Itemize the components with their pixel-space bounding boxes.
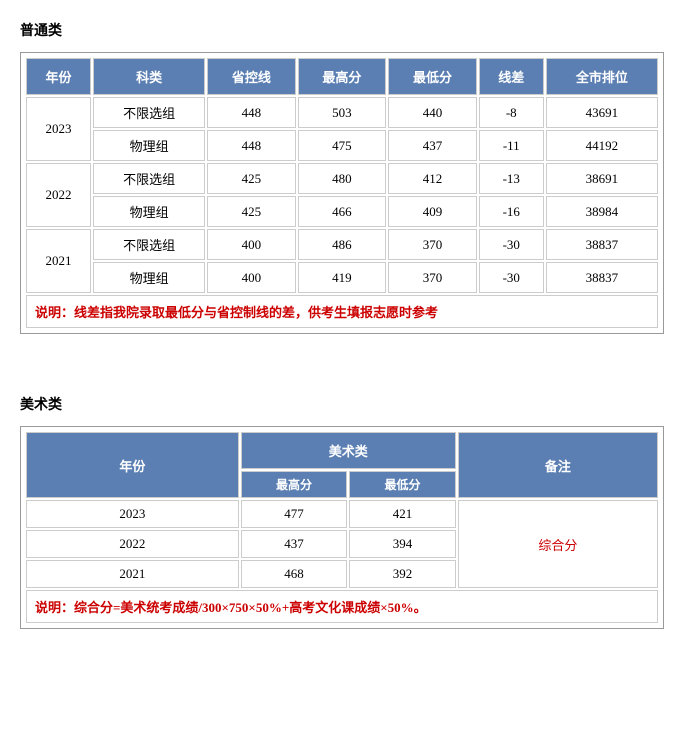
cell-max: 468 [241,560,347,588]
cell-year: 2021 [26,560,239,588]
cell-remark: 综合分 [458,500,658,588]
cell-year: 2022 [26,163,91,227]
cell-max: 486 [298,229,387,260]
cell-subject: 不限选组 [93,229,205,260]
header-year: 年份 [26,58,91,95]
cell-subject: 物理组 [93,262,205,293]
cell-rank: 43691 [546,97,658,128]
table-1-header-row: 年份 科类 省控线 最高分 最低分 线差 全市排位 [26,58,658,95]
table-2-wrapper: 年份 美术类 备注 最高分 最低分 2023477421综合分202243739… [20,426,664,629]
cell-max: 437 [241,530,347,558]
cell-year: 2023 [26,97,91,161]
table-row: 物理组400419370-3038837 [26,262,658,293]
note-row: 说明：线差指我院录取最低分与省控制线的差，供考生填报志愿时参考 [26,295,658,328]
cell-rank: 38984 [546,196,658,227]
section-1: 普通类 年份 科类 省控线 最高分 最低分 线差 全市排位 2023不限选组44… [20,20,664,334]
cell-min: 412 [388,163,477,194]
header-diff: 线差 [479,58,544,95]
cell-provincial_line: 425 [207,196,296,227]
cell-min: 370 [388,229,477,260]
cell-diff: -13 [479,163,544,194]
cell-min: 370 [388,262,477,293]
cell-diff: -30 [479,229,544,260]
header-provincial-line: 省控线 [207,58,296,95]
general-table: 年份 科类 省控线 最高分 最低分 线差 全市排位 2023不限选组448503… [24,56,660,330]
section-1-title: 普通类 [20,20,664,40]
cell-diff: -16 [479,196,544,227]
table-row: 2023不限选组448503440-843691 [26,97,658,128]
header-rank: 全市排位 [546,58,658,95]
cell-provincial_line: 448 [207,97,296,128]
cell-max: 480 [298,163,387,194]
note-row: 说明：综合分=美术统考成绩/300×750×50%+高考文化课成绩×50%。 [26,590,658,623]
header2-remark: 备注 [458,432,658,498]
art-table: 年份 美术类 备注 最高分 最低分 2023477421综合分202243739… [24,430,660,625]
table-row: 2023477421综合分 [26,500,658,528]
cell-year: 2022 [26,530,239,558]
cell-max: 503 [298,97,387,128]
cell-year: 2023 [26,500,239,528]
note-cell: 说明：线差指我院录取最低分与省控制线的差，供考生填报志愿时参考 [26,295,658,328]
cell-rank: 38691 [546,163,658,194]
cell-provincial_line: 448 [207,130,296,161]
cell-diff: -11 [479,130,544,161]
header-min: 最低分 [388,58,477,95]
cell-min: 394 [349,530,455,558]
table-row: 物理组425466409-1638984 [26,196,658,227]
cell-max: 477 [241,500,347,528]
section-2-title: 美术类 [20,394,664,414]
table-row: 2021不限选组400486370-3038837 [26,229,658,260]
cell-subject: 不限选组 [93,97,205,128]
cell-rank: 44192 [546,130,658,161]
cell-diff: -30 [479,262,544,293]
cell-diff: -8 [479,97,544,128]
header2-max: 最高分 [241,471,347,498]
header2-category: 美术类 [241,432,456,469]
cell-provincial_line: 425 [207,163,296,194]
header-subject: 科类 [93,58,205,95]
header2-min: 最低分 [349,471,455,498]
cell-max: 466 [298,196,387,227]
table-1-wrapper: 年份 科类 省控线 最高分 最低分 线差 全市排位 2023不限选组448503… [20,52,664,334]
cell-rank: 38837 [546,229,658,260]
cell-max: 475 [298,130,387,161]
note-cell: 说明：综合分=美术统考成绩/300×750×50%+高考文化课成绩×50%。 [26,590,658,623]
cell-subject: 物理组 [93,130,205,161]
table-row: 2022不限选组425480412-1338691 [26,163,658,194]
cell-subject: 不限选组 [93,163,205,194]
cell-subject: 物理组 [93,196,205,227]
cell-min: 409 [388,196,477,227]
header2-year: 年份 [26,432,239,498]
cell-provincial_line: 400 [207,229,296,260]
cell-min: 421 [349,500,455,528]
table-row: 物理组448475437-1144192 [26,130,658,161]
cell-min: 392 [349,560,455,588]
header-max: 最高分 [298,58,387,95]
section-2: 美术类 年份 美术类 备注 最高分 最低分 2023477421综合分20224… [20,394,664,629]
cell-max: 419 [298,262,387,293]
cell-min: 440 [388,97,477,128]
cell-rank: 38837 [546,262,658,293]
cell-year: 2021 [26,229,91,293]
cell-provincial_line: 400 [207,262,296,293]
cell-min: 437 [388,130,477,161]
table-2-header-row-1: 年份 美术类 备注 [26,432,658,469]
